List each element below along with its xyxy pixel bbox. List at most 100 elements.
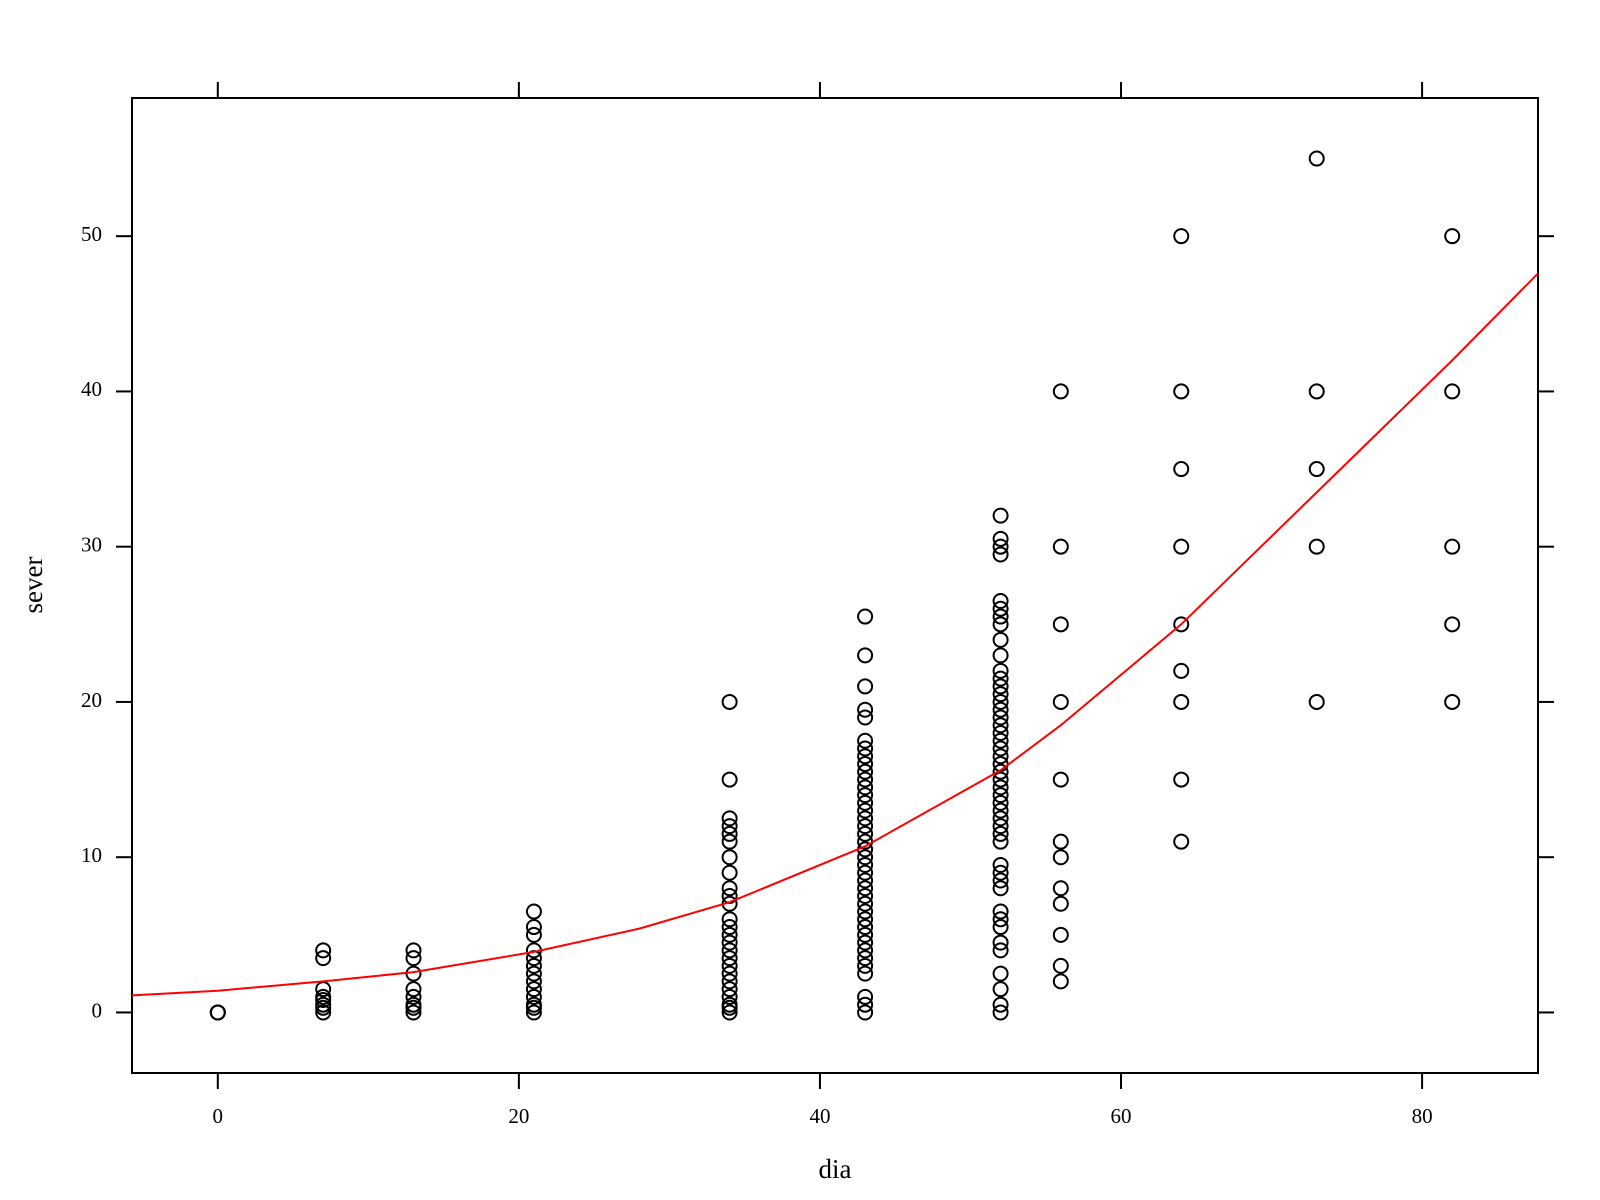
point (992, 872, 1009, 889)
point (721, 919, 738, 936)
point (857, 965, 874, 982)
point (721, 771, 738, 788)
x-tick-label: 20 (508, 1104, 529, 1128)
point (857, 934, 874, 951)
point (992, 724, 1009, 741)
point (721, 942, 738, 959)
point (721, 996, 738, 1013)
point (992, 740, 1009, 757)
y-tick-label: 0 (92, 998, 103, 1022)
point (857, 794, 874, 811)
point (857, 856, 874, 873)
point (525, 973, 542, 990)
point (992, 919, 1009, 936)
point (721, 926, 738, 943)
point (992, 647, 1009, 664)
point (857, 950, 874, 967)
y-tick-label: 30 (81, 532, 102, 556)
point (992, 864, 1009, 881)
point (992, 631, 1009, 648)
point (992, 538, 1009, 555)
point (1052, 771, 1069, 788)
point (857, 996, 874, 1013)
point (1052, 833, 1069, 850)
point (857, 608, 874, 625)
point (525, 903, 542, 920)
point (1308, 461, 1325, 478)
point (209, 1004, 226, 1021)
point (405, 950, 422, 967)
point (857, 988, 874, 1005)
point (857, 779, 874, 796)
point (1052, 926, 1069, 943)
fit-curve (131, 272, 1539, 997)
point (721, 988, 738, 1005)
point (857, 756, 874, 773)
point (857, 748, 874, 765)
point (405, 965, 422, 982)
point (1173, 771, 1190, 788)
point (525, 1004, 542, 1021)
point (721, 880, 738, 897)
x-axis-title: dia (819, 1154, 852, 1184)
point (857, 818, 874, 835)
point (992, 996, 1009, 1013)
point (857, 709, 874, 726)
point (857, 647, 874, 664)
point (992, 833, 1009, 850)
point (992, 701, 1009, 718)
point (525, 981, 542, 998)
point (857, 895, 874, 912)
point (721, 818, 738, 835)
point (857, 678, 874, 695)
point (721, 864, 738, 881)
point (992, 600, 1009, 617)
point (857, 771, 874, 788)
point (992, 616, 1009, 633)
point (721, 833, 738, 850)
point (525, 926, 542, 943)
point (857, 802, 874, 819)
point (721, 810, 738, 827)
point (315, 996, 332, 1013)
point (992, 717, 1009, 734)
point (1444, 383, 1461, 400)
point (1173, 662, 1190, 679)
point (1173, 461, 1190, 478)
point (992, 934, 1009, 951)
point (857, 1004, 874, 1021)
point (1173, 616, 1190, 633)
point (857, 787, 874, 804)
point (992, 530, 1009, 547)
point (992, 678, 1009, 695)
point (1308, 150, 1325, 167)
point (1052, 973, 1069, 990)
point (1173, 538, 1190, 555)
point (992, 593, 1009, 610)
point (857, 825, 874, 842)
point (525, 988, 542, 1005)
point (992, 686, 1009, 703)
point (525, 996, 542, 1013)
point (405, 981, 422, 998)
point (721, 957, 738, 974)
point (992, 693, 1009, 710)
point (1052, 895, 1069, 912)
point (992, 942, 1009, 959)
point (857, 740, 874, 757)
point (992, 608, 1009, 625)
point (1052, 616, 1069, 633)
point (857, 880, 874, 897)
point (992, 709, 1009, 726)
point (857, 926, 874, 943)
point (992, 903, 1009, 920)
point (721, 981, 738, 998)
x-tick-label: 40 (809, 1104, 830, 1128)
point (857, 919, 874, 936)
point (857, 864, 874, 881)
point (1052, 538, 1069, 555)
point (721, 973, 738, 990)
point (992, 911, 1009, 928)
point (992, 1004, 1009, 1021)
